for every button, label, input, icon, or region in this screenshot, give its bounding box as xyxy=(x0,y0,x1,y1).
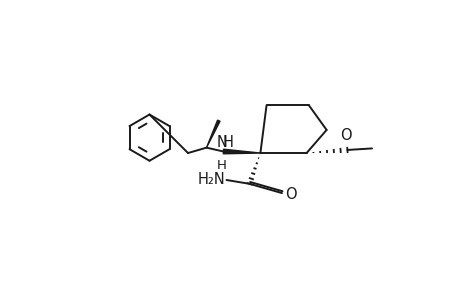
Text: H: H xyxy=(217,159,226,172)
Text: H: H xyxy=(222,135,233,150)
Polygon shape xyxy=(223,149,260,154)
Text: H₂N: H₂N xyxy=(197,172,224,188)
Text: N: N xyxy=(216,135,227,150)
Polygon shape xyxy=(206,120,219,148)
Text: O: O xyxy=(339,128,351,143)
Text: O: O xyxy=(285,187,296,202)
